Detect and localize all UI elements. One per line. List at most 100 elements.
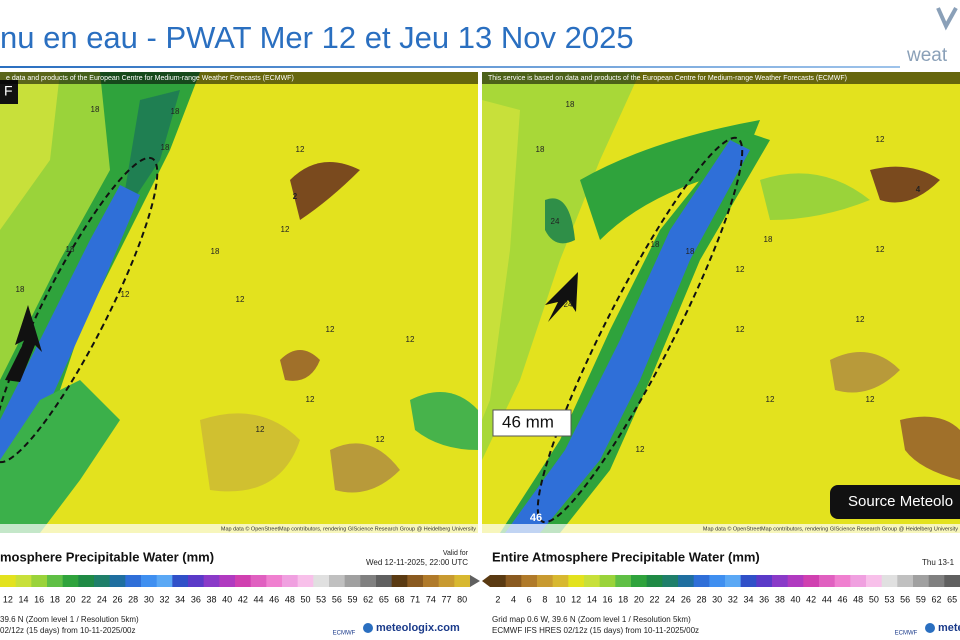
- scale-cell: [490, 575, 507, 587]
- scale-cell: [172, 575, 189, 587]
- map-label: 12: [326, 325, 335, 334]
- scale-tick-label: 30: [144, 594, 154, 604]
- badge: [0, 80, 18, 104]
- scale-cell: [944, 575, 960, 587]
- scale-cell: [740, 575, 757, 587]
- map-label: 18: [536, 145, 545, 154]
- scale-cell: [391, 575, 408, 587]
- scale-tick-label: 53: [884, 594, 894, 604]
- scale-cell: [94, 575, 111, 587]
- legend-title: mosphere Precipitable Water (mm): [0, 549, 214, 564]
- scale-cell: [282, 575, 299, 587]
- attribution-bar: [0, 524, 478, 533]
- scale-tick-label: 44: [822, 594, 832, 604]
- scale-tick-label: 56: [900, 594, 910, 604]
- scale-cell: [454, 575, 471, 587]
- scale-tick-label: 22: [81, 594, 91, 604]
- map-label: 12: [876, 135, 885, 144]
- scale-cell: [631, 575, 648, 587]
- model-logo: ECMWF: [333, 631, 356, 637]
- scale-tick-label: 24: [665, 594, 675, 604]
- scale-tick-label: 26: [112, 594, 122, 604]
- scale-cell: [78, 575, 95, 587]
- scale-cell: [537, 575, 554, 587]
- attribution-bar: [482, 524, 960, 533]
- scale-tick-label: 65: [947, 594, 957, 604]
- badge-text: F: [4, 83, 13, 99]
- scale-tick-label: 38: [775, 594, 785, 604]
- map-label: 12: [296, 145, 305, 154]
- scale-tick-label: 59: [347, 594, 357, 604]
- scale-tick-label: 74: [426, 594, 436, 604]
- scale-cell: [297, 575, 314, 587]
- scale-cell: [250, 575, 267, 587]
- scale-tick-label: 18: [618, 594, 628, 604]
- scale-tick-label: 56: [332, 594, 342, 604]
- map-label: 4: [916, 185, 921, 194]
- map-label: 12: [121, 290, 130, 299]
- scale-cell: [329, 575, 346, 587]
- info-line: ECMWF IFS HRES 02/12z (15 days) from 10-…: [492, 626, 699, 635]
- scale-cell: [834, 575, 851, 587]
- map-label: 12: [306, 395, 315, 404]
- scale-tick-label: 32: [728, 594, 738, 604]
- scale-tick-label: 24: [97, 594, 107, 604]
- scale-cell: [438, 575, 455, 587]
- scale-cell: [203, 575, 220, 587]
- credit: This service is based on data and produc…: [488, 75, 847, 82]
- scale-cell: [599, 575, 616, 587]
- scale-tick-label: 48: [285, 594, 295, 604]
- map-label: 12: [636, 445, 645, 454]
- page-title: nu en eau - PWAT Mer 12 et Jeu 13 Nov 20…: [0, 20, 634, 55]
- site: meteologix: [938, 622, 960, 634]
- source-text: Source Meteolo: [848, 493, 953, 510]
- map-label: 18: [171, 107, 180, 116]
- scale-cell: [31, 575, 48, 587]
- map-label: 12: [736, 265, 745, 274]
- site-icon: [363, 623, 373, 633]
- scale-cell: [188, 575, 205, 587]
- credit-bar: [482, 72, 960, 84]
- scale-tick-label: 16: [602, 594, 612, 604]
- site: meteologix.com: [376, 622, 460, 634]
- map-label: 24: [564, 300, 573, 309]
- site-icon: [925, 623, 935, 633]
- scale-tick-label: 28: [128, 594, 138, 604]
- scale-cell: [219, 575, 236, 587]
- valid-label: Valid for: [443, 550, 469, 557]
- scale-cell: [141, 575, 158, 587]
- scale-tick-label: 22: [649, 594, 659, 604]
- scale-tick-label: 34: [175, 594, 185, 604]
- scale-cell: [787, 575, 804, 587]
- scale-cell: [62, 575, 79, 587]
- scale-cell: [125, 575, 142, 587]
- map-label: 12: [281, 225, 290, 234]
- scale-cell: [662, 575, 679, 587]
- scale-tick-label: 53: [316, 594, 326, 604]
- info-line: Grid map 0.6 W, 39.6 N (Zoom level 1 / R…: [492, 615, 691, 624]
- scale-tick-label: 4: [511, 594, 516, 604]
- map-label: 12: [406, 335, 415, 344]
- map-label: 18: [161, 143, 170, 152]
- scale-tick-label: 62: [363, 594, 373, 604]
- scale-cell: [850, 575, 867, 587]
- scale-cell: [505, 575, 522, 587]
- scale-cell: [313, 575, 330, 587]
- scale-tick-label: 50: [869, 594, 879, 604]
- info-line: 02/12z (15 days) from 10-11-2025/00z: [0, 626, 135, 635]
- scale-cell: [266, 575, 283, 587]
- map-label: 12: [876, 245, 885, 254]
- scale-tick-label: 71: [410, 594, 420, 604]
- attribution: Map data © OpenStreetMap contributors, r…: [221, 525, 476, 532]
- scale-cell: [725, 575, 742, 587]
- scale-tick-label: 77: [441, 594, 451, 604]
- scale-tick-label: 28: [696, 594, 706, 604]
- annotation-box: [492, 409, 572, 437]
- source-box: [830, 485, 960, 519]
- scale-cell: [376, 575, 393, 587]
- scale-tick-label: 30: [712, 594, 722, 604]
- credit: e data and products of the European Cent…: [6, 75, 294, 82]
- scale-tick-label: 36: [191, 594, 201, 604]
- scale-cell: [109, 575, 126, 587]
- scale-cell: [584, 575, 601, 587]
